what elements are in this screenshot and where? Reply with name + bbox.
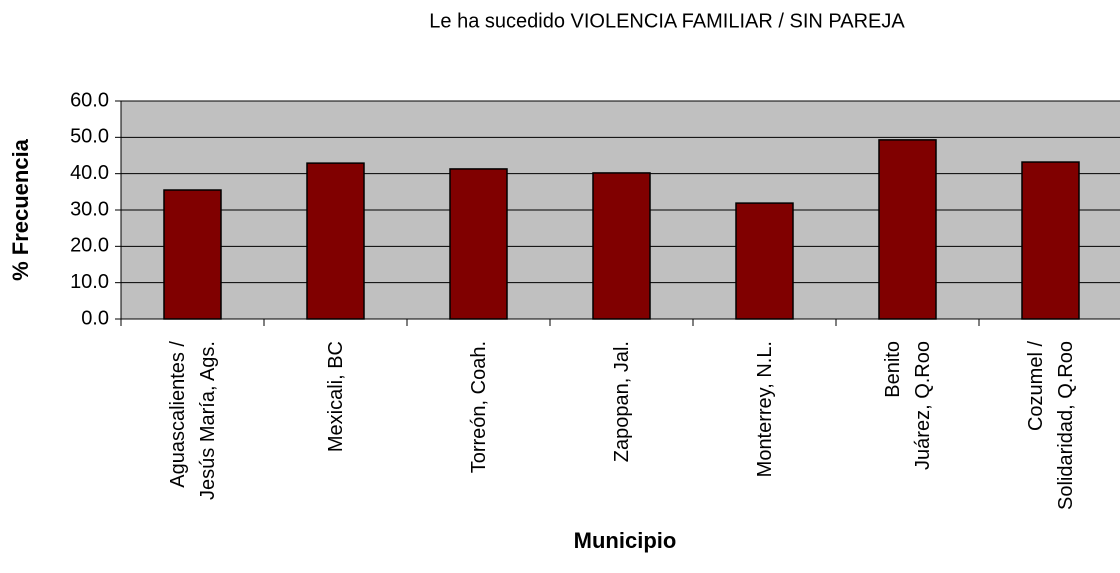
x-axis-label: Municipio xyxy=(574,528,677,553)
y-tick-label: 30.0 xyxy=(70,198,109,220)
bar xyxy=(449,168,508,320)
y-axis-label: % Frecuencia xyxy=(8,138,33,281)
bar xyxy=(735,202,794,320)
y-tick-label: 10.0 xyxy=(70,271,109,293)
y-tick-label: 40.0 xyxy=(70,162,109,184)
x-tick-label: Zapopan, Jal. xyxy=(610,341,633,463)
y-tick-label: 0.0 xyxy=(81,307,109,329)
bar xyxy=(306,162,365,320)
x-tick-label: Cozumel / Solidaridad, Q.Roo xyxy=(1024,341,1077,510)
bar xyxy=(592,172,651,320)
x-tick-label: Torreón, Coah. xyxy=(467,341,490,474)
x-tick-label: Mexicali, BC xyxy=(324,341,347,453)
y-tick-label: 60.0 xyxy=(70,89,109,111)
bar xyxy=(163,189,222,320)
chart-title: Le ha sucedido VIOLENCIA FAMILIAR / SIN … xyxy=(429,10,905,32)
y-tick-label: 20.0 xyxy=(70,235,109,257)
y-tick-label: 50.0 xyxy=(70,126,109,148)
x-tick-label: Monterrey, N.L. xyxy=(753,341,776,478)
bar xyxy=(878,139,937,320)
x-tick-label: Benito Juárez, Q.Roo xyxy=(881,341,934,470)
bar xyxy=(1021,161,1080,320)
x-tick-label: Aguascalientes / Jesús María, Ags. xyxy=(166,341,219,500)
